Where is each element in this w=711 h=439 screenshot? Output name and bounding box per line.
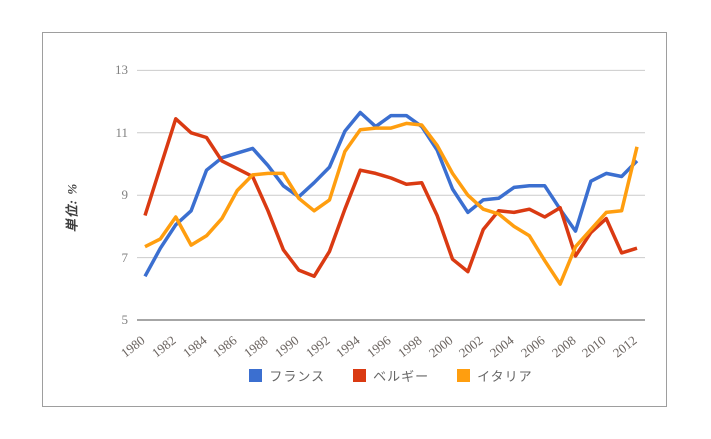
y-axis-title: 単位: % bbox=[64, 182, 80, 233]
legend-item: フランス bbox=[249, 366, 325, 385]
legend: フランス ベルギー イタリア bbox=[137, 366, 645, 385]
y-tick-label: 13 bbox=[115, 62, 128, 77]
legend-item: イタリア bbox=[457, 366, 532, 385]
legend-swatch bbox=[457, 369, 471, 382]
legend-swatch bbox=[353, 369, 367, 382]
y-tick-label: 11 bbox=[115, 125, 128, 140]
legend-label: フランス bbox=[269, 369, 326, 384]
series-line-フランス bbox=[143, 110, 639, 278]
series-line-イタリア bbox=[144, 121, 639, 286]
series-line-ベルギー bbox=[143, 117, 638, 279]
legend-item: ベルギー bbox=[353, 366, 429, 385]
y-tick-label: 5 bbox=[121, 312, 129, 327]
legend-swatch bbox=[249, 369, 263, 382]
y-tick-label: 9 bbox=[121, 187, 129, 202]
legend-label: ベルギー bbox=[373, 369, 430, 384]
y-tick-label: 7 bbox=[121, 250, 129, 265]
legend-label: イタリア bbox=[477, 369, 533, 384]
